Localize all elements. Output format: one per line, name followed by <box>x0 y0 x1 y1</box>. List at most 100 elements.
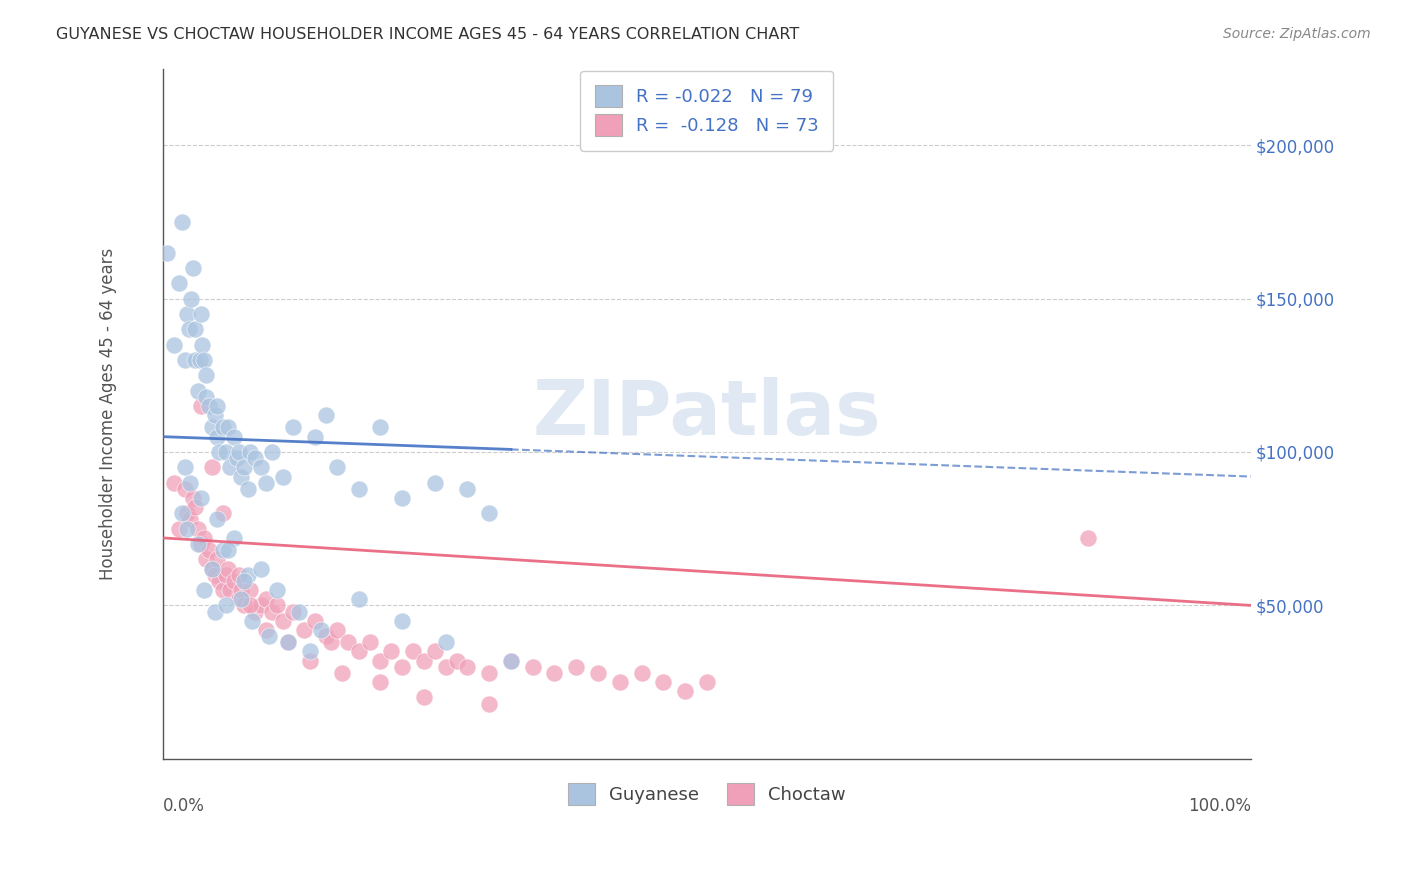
Point <box>326 460 349 475</box>
Point <box>434 659 457 673</box>
Point <box>167 522 190 536</box>
Point <box>402 644 425 658</box>
Point <box>423 475 446 490</box>
Point <box>456 482 478 496</box>
Point <box>283 420 305 434</box>
Point <box>201 561 224 575</box>
Point <box>478 665 501 680</box>
Point <box>167 277 190 291</box>
Point <box>207 552 229 566</box>
Point <box>423 644 446 658</box>
Point <box>222 430 245 444</box>
Point <box>391 491 413 505</box>
Point <box>277 635 299 649</box>
Point <box>217 420 239 434</box>
Point <box>326 623 349 637</box>
Point <box>543 665 565 680</box>
Point <box>190 399 212 413</box>
Point <box>187 522 209 536</box>
Point <box>191 337 214 351</box>
Point <box>565 659 588 673</box>
Point <box>259 629 281 643</box>
Point <box>190 537 212 551</box>
Point <box>211 582 233 597</box>
Point <box>197 399 219 413</box>
Point <box>245 451 267 466</box>
Point <box>239 599 262 613</box>
Point <box>207 399 229 413</box>
Point <box>347 592 370 607</box>
Point <box>370 654 392 668</box>
Point <box>499 654 522 668</box>
Point <box>215 445 238 459</box>
Point <box>219 582 242 597</box>
Point <box>204 567 226 582</box>
Point <box>195 390 218 404</box>
Point <box>201 561 224 575</box>
Point <box>187 537 209 551</box>
Point <box>180 292 202 306</box>
Point <box>176 522 198 536</box>
Point <box>188 353 211 368</box>
Point <box>231 469 253 483</box>
Text: Householder Income Ages 45 - 64 years: Householder Income Ages 45 - 64 years <box>100 247 118 580</box>
Point <box>586 665 609 680</box>
Point <box>211 507 233 521</box>
Point <box>190 307 212 321</box>
Point <box>193 582 215 597</box>
Point <box>228 592 250 607</box>
Point <box>298 654 321 668</box>
Point <box>201 420 224 434</box>
Point <box>292 623 315 637</box>
Point <box>228 567 250 582</box>
Point <box>309 623 332 637</box>
Point <box>321 635 343 649</box>
Point <box>254 592 277 607</box>
Point <box>315 629 337 643</box>
Point <box>330 665 353 680</box>
Point <box>240 614 263 628</box>
Point <box>177 322 200 336</box>
Point <box>413 690 436 705</box>
Point <box>163 475 186 490</box>
Point <box>207 430 229 444</box>
Point <box>277 635 299 649</box>
Point <box>215 567 238 582</box>
Point <box>187 384 209 398</box>
Point <box>193 531 215 545</box>
Point <box>173 460 195 475</box>
Point <box>231 582 253 597</box>
Point <box>446 654 468 668</box>
Point <box>207 512 229 526</box>
Text: ZIPatlas: ZIPatlas <box>533 376 882 450</box>
Point <box>179 512 201 526</box>
Point <box>249 561 271 575</box>
Point <box>211 420 233 434</box>
Point <box>370 420 392 434</box>
Point <box>304 614 326 628</box>
Point <box>499 654 522 668</box>
Point <box>298 644 321 658</box>
Point <box>283 605 305 619</box>
Point <box>176 507 198 521</box>
Point <box>288 605 311 619</box>
Point <box>254 475 277 490</box>
Point <box>478 507 501 521</box>
Point <box>184 500 207 515</box>
Point <box>184 353 207 368</box>
Point <box>266 599 288 613</box>
Point <box>222 531 245 545</box>
Point <box>336 635 359 649</box>
Point <box>181 260 204 275</box>
Point <box>304 430 326 444</box>
Point <box>239 445 262 459</box>
Point <box>217 543 239 558</box>
Point <box>233 574 256 588</box>
Point <box>391 614 413 628</box>
Point <box>391 659 413 673</box>
Point <box>370 675 392 690</box>
Point <box>359 635 381 649</box>
Legend: Guyanese, Choctaw: Guyanese, Choctaw <box>561 775 853 812</box>
Text: Source: ZipAtlas.com: Source: ZipAtlas.com <box>1223 27 1371 41</box>
Point <box>172 507 194 521</box>
